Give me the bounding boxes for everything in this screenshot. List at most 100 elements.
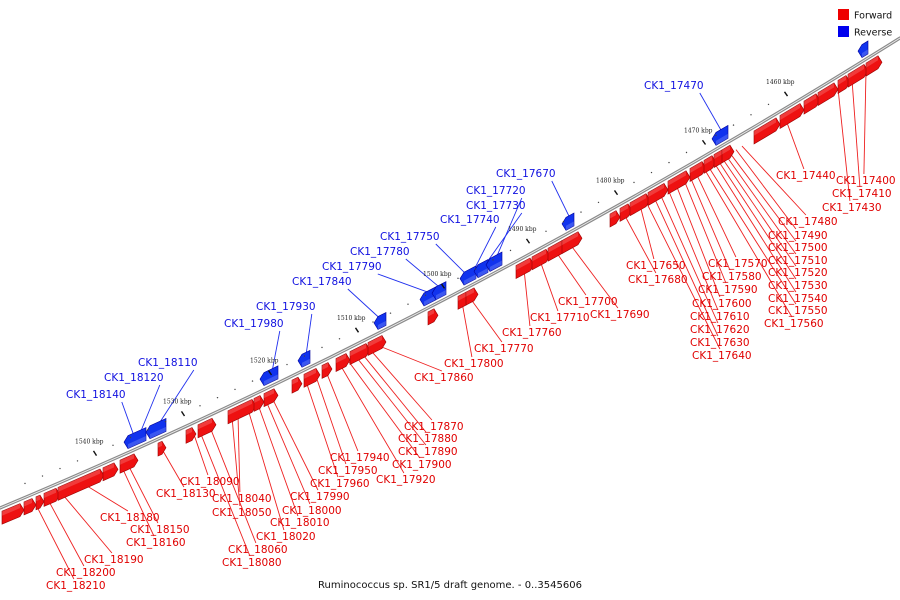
gene-label[interactable]: CK1_17920 — [376, 474, 436, 486]
gene-label[interactable]: CK1_17600 — [692, 298, 752, 310]
scale-tick-label: 1500 kbp — [423, 271, 452, 278]
gene-label[interactable]: CK1_18050 — [212, 507, 272, 519]
gene-label[interactable]: CK1_17580 — [702, 271, 762, 283]
gene-label[interactable]: CK1_17540 — [768, 293, 828, 305]
gene-label[interactable]: CK1_17700 — [558, 296, 618, 308]
gene-label[interactable]: CK1_17680 — [628, 274, 688, 286]
gene-label[interactable]: CK1_17590 — [698, 284, 758, 296]
fwd-label-leader — [47, 499, 85, 567]
scale-minor-dot — [668, 161, 670, 164]
gene-label[interactable]: CK1_18200 — [56, 567, 116, 579]
gene-label[interactable]: CK1_18140 — [66, 389, 126, 401]
gene-label[interactable]: CK1_17940 — [330, 452, 390, 464]
gene-label[interactable]: CK1_18060 — [228, 544, 288, 556]
gene-label[interactable]: CK1_18010 — [270, 517, 330, 529]
gene-label[interactable]: CK1_17410 — [832, 188, 892, 200]
gene-label[interactable]: CK1_17430 — [822, 202, 882, 214]
fwd-gene — [753, 117, 781, 145]
gene-label[interactable]: CK1_17960 — [310, 478, 370, 490]
gene-label[interactable]: CK1_17740 — [440, 214, 500, 226]
gene-label[interactable]: CK1_17990 — [290, 491, 350, 503]
gene-label[interactable]: CK1_17890 — [398, 446, 458, 458]
gene-label[interactable]: CK1_17500 — [768, 242, 828, 254]
gene-label[interactable]: CK1_17950 — [318, 465, 378, 477]
gene-label[interactable]: CK1_17510 — [768, 255, 828, 267]
gene-label[interactable]: CK1_17560 — [764, 318, 824, 330]
fwd-label-leader — [369, 349, 433, 421]
gene-label[interactable]: CK1_17550 — [768, 305, 828, 317]
fwd-gene-sheen — [704, 155, 712, 165]
gene-label[interactable]: CK1_17730 — [466, 200, 526, 212]
gene-label[interactable]: CK1_17640 — [692, 350, 752, 362]
gene-label[interactable]: CK1_17470 — [644, 80, 704, 92]
gene-label[interactable]: CK1_18040 — [212, 493, 272, 505]
gene-label[interactable]: CK1_18190 — [84, 554, 144, 566]
genome-backbone-highlight — [0, 37, 900, 509]
gene-label[interactable]: CK1_18210 — [46, 580, 106, 592]
gene-label[interactable]: CK1_17980 — [224, 318, 284, 330]
scale-minor-dot — [199, 405, 201, 407]
gene-label[interactable]: CK1_18020 — [256, 531, 316, 543]
rev-gene-sheen — [478, 267, 488, 278]
gene-label[interactable]: CK1_17530 — [768, 280, 828, 292]
fwd-label-leader — [639, 204, 655, 260]
scale-tick-mark — [613, 190, 619, 196]
gene-label[interactable]: CK1_17630 — [690, 337, 750, 349]
gene-label[interactable]: CK1_17900 — [392, 459, 452, 471]
gene-label[interactable]: CK1_17770 — [474, 343, 534, 355]
rev-gene — [561, 212, 575, 231]
gene-label[interactable]: CK1_17620 — [690, 324, 750, 336]
gene-label[interactable]: CK1_18160 — [126, 537, 186, 549]
gene-label[interactable]: CK1_17440 — [776, 170, 836, 182]
gene-label[interactable]: CK1_17930 — [256, 301, 316, 313]
fwd-label-leader — [355, 356, 427, 446]
fwd-label-leader — [785, 119, 805, 170]
fwd-gene-sheen — [336, 353, 346, 364]
scale-minor-dot — [715, 134, 717, 137]
gene-label[interactable]: CK1_17690 — [590, 309, 650, 321]
gene-label[interactable]: CK1_18110 — [138, 357, 198, 369]
rev-gene — [145, 417, 167, 440]
gene-label[interactable]: CK1_17870 — [404, 421, 464, 433]
gene-label[interactable]: CK1_18080 — [222, 557, 282, 569]
gene-label[interactable]: CK1_17840 — [292, 276, 352, 288]
gene-label[interactable]: CK1_17760 — [502, 327, 562, 339]
fwd-gene-sheen — [780, 103, 800, 121]
gene-label[interactable]: CK1_17750 — [380, 231, 440, 243]
label-leader-lines — [35, 71, 867, 580]
gene-label[interactable]: CK1_18150 — [130, 524, 190, 536]
rev-label-leader — [699, 92, 723, 133]
gene-label[interactable]: CK1_17860 — [414, 372, 474, 384]
rev-gene-sheen — [464, 274, 476, 286]
gene-label[interactable]: CK1_17790 — [322, 261, 382, 273]
gene-label[interactable]: CK1_17490 — [768, 230, 828, 242]
fwd-label-leader — [127, 464, 159, 524]
gene-label[interactable]: CK1_17610 — [690, 311, 750, 323]
gene-label[interactable]: CK1_17720 — [466, 185, 526, 197]
gene-label[interactable]: CK1_17710 — [530, 312, 590, 324]
gene-label[interactable]: CK1_17670 — [496, 168, 556, 180]
gene-label[interactable]: CK1_18180 — [100, 512, 160, 524]
gene-label[interactable]: CK1_17400 — [836, 175, 896, 187]
fwd-label-leader — [161, 449, 185, 488]
gene-label[interactable]: CK1_18090 — [180, 476, 240, 488]
gene-label[interactable]: CK1_17650 — [626, 260, 686, 272]
gene-label[interactable]: CK1_18130 — [156, 488, 216, 500]
rev-gene — [123, 427, 147, 450]
fwd-gene-sheen — [722, 145, 730, 155]
fwd-label-leader — [675, 184, 721, 298]
gene-label[interactable]: CK1_18000 — [282, 505, 342, 517]
gene-label[interactable]: CK1_17780 — [350, 246, 410, 258]
rev-gene — [373, 311, 387, 330]
gene-label[interactable]: CK1_17480 — [778, 216, 838, 228]
fwd-gene — [721, 144, 735, 164]
gene-label[interactable]: CK1_18120 — [104, 372, 164, 384]
gene-label[interactable]: CK1_17880 — [398, 433, 458, 445]
fwd-gene — [647, 183, 669, 207]
fwd-gene-sheen — [714, 149, 722, 160]
gene-label[interactable]: CK1_17800 — [444, 358, 504, 370]
fwd-label-leader — [735, 149, 797, 230]
gene-label[interactable]: CK1_17520 — [768, 267, 828, 279]
gene-label[interactable]: CK1_17570 — [708, 258, 768, 270]
